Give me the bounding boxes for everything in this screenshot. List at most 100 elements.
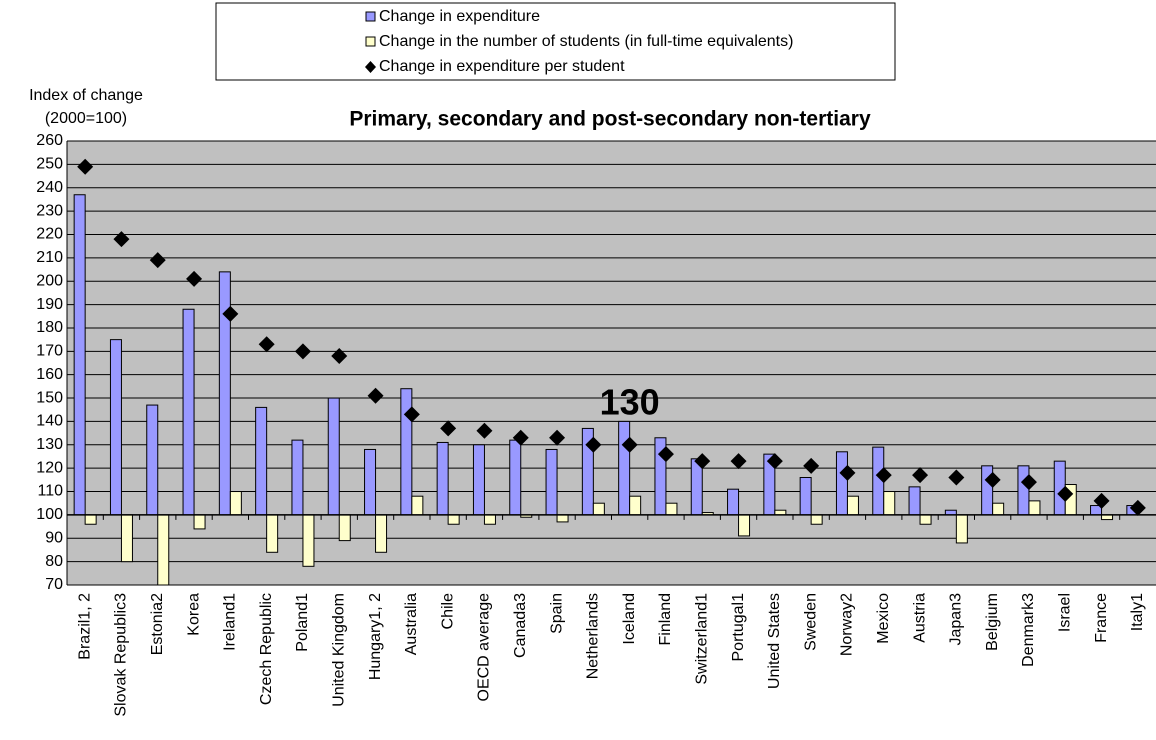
bar	[472, 444, 485, 516]
diamond-marker	[77, 158, 94, 175]
bar	[1028, 500, 1041, 516]
x-tick-label: Italy1	[1129, 593, 1146, 631]
x-tick-label: Netherlands	[585, 593, 602, 679]
x-tick-label: Chile	[439, 593, 456, 630]
diamond-marker	[1020, 474, 1037, 491]
y-tick-label: 110	[37, 483, 63, 500]
bar	[447, 514, 460, 525]
bar	[629, 495, 642, 516]
diamond-marker	[730, 453, 747, 470]
y-tick-label: 190	[36, 296, 63, 313]
legend-label: Change in expenditure	[379, 8, 540, 25]
x-tick-label: OECD average	[476, 593, 493, 702]
x-tick-label: Australia	[403, 593, 420, 655]
y-tick-label: 120	[36, 459, 63, 476]
bar	[327, 397, 340, 516]
bar	[146, 404, 159, 516]
x-tick-label: Belgium	[984, 593, 1001, 651]
y-tick-label: 170	[36, 343, 63, 360]
x-tick-label: Portugal1	[730, 593, 747, 662]
y-tick-label: 220	[36, 226, 63, 243]
x-tick-label: Czech Republic	[258, 593, 275, 705]
y-tick-label: 160	[36, 366, 63, 383]
bar	[193, 514, 206, 530]
diamond-marker	[912, 467, 929, 484]
plot-area	[67, 141, 1156, 585]
diamond-marker	[1093, 492, 1110, 509]
y-tick-label: 250	[36, 156, 63, 173]
diamond-marker	[440, 420, 457, 437]
bar	[799, 477, 812, 516]
bar	[618, 420, 631, 516]
y-tick-label: 90	[45, 529, 63, 546]
bar	[509, 439, 522, 516]
x-tick-label: Canada3	[512, 593, 529, 658]
diamond-marker	[984, 471, 1001, 488]
bar	[992, 502, 1005, 516]
legend-swatch	[365, 36, 376, 47]
bar	[109, 339, 122, 516]
y-tick-label: 260	[36, 132, 63, 149]
x-tick-label: Slovak Republic3	[113, 593, 130, 717]
bar	[955, 514, 968, 544]
x-tick-label: France	[1093, 593, 1110, 643]
diamond-marker	[367, 387, 384, 404]
y-tick-label: 230	[36, 202, 63, 219]
diamond-marker	[258, 336, 275, 353]
bar	[835, 451, 848, 516]
legend-box	[215, 2, 896, 81]
bar	[981, 465, 994, 516]
diamond-marker	[186, 270, 203, 287]
diamond-marker	[222, 305, 239, 322]
chart-title: Primary, secondary and post-secondary no…	[349, 108, 871, 131]
diamond-marker	[875, 467, 892, 484]
x-tick-label: Denmark3	[1020, 593, 1037, 667]
x-tick-label: Spain	[548, 593, 565, 634]
bar	[436, 441, 449, 516]
y-tick-label: 240	[36, 179, 63, 196]
y-tick-label: 130	[36, 436, 63, 453]
bar	[182, 308, 195, 516]
diamond-marker	[621, 436, 638, 453]
bar	[883, 491, 896, 516]
x-tick-label: Iceland	[621, 593, 638, 645]
bar	[255, 406, 268, 516]
x-tick-label: Austria	[911, 593, 928, 643]
bar	[84, 514, 97, 525]
diamond-marker	[1129, 499, 1146, 516]
bar	[727, 488, 740, 516]
y-tick-label: 70	[45, 576, 63, 593]
y-tick-label: 150	[36, 389, 63, 406]
diamond-marker	[403, 406, 420, 423]
legend-swatch	[365, 11, 376, 22]
bar	[919, 514, 932, 525]
bar	[291, 439, 304, 516]
x-tick-label: Japan3	[948, 593, 965, 646]
legend-label: Change in expenditure per student	[379, 58, 625, 75]
y-tick-label: 80	[45, 553, 63, 570]
bar	[229, 491, 242, 516]
x-tick-label: United Kingdom	[330, 593, 347, 707]
bar	[338, 514, 351, 542]
bar	[592, 502, 605, 516]
bar	[483, 514, 496, 525]
diamond-marker	[476, 422, 493, 439]
diamond-marker	[549, 429, 566, 446]
y-tick-label: 100	[36, 506, 63, 523]
bar	[665, 502, 678, 516]
y-tick-label: 200	[36, 272, 63, 289]
x-tick-label: Switzerland1	[693, 593, 710, 685]
y-axis-title: Index of change	[29, 87, 143, 104]
diamond-marker	[766, 453, 783, 470]
diamond-marker	[294, 343, 311, 360]
bar	[556, 514, 569, 523]
x-tick-label: United States	[766, 593, 783, 689]
x-tick-label: Estonia2	[149, 593, 166, 655]
x-tick-label: Finland	[657, 593, 674, 645]
y-tick-label: 180	[36, 319, 63, 336]
x-tick-label: Poland1	[294, 593, 311, 652]
bar	[411, 495, 424, 516]
bar	[908, 486, 921, 516]
bar	[157, 514, 170, 586]
